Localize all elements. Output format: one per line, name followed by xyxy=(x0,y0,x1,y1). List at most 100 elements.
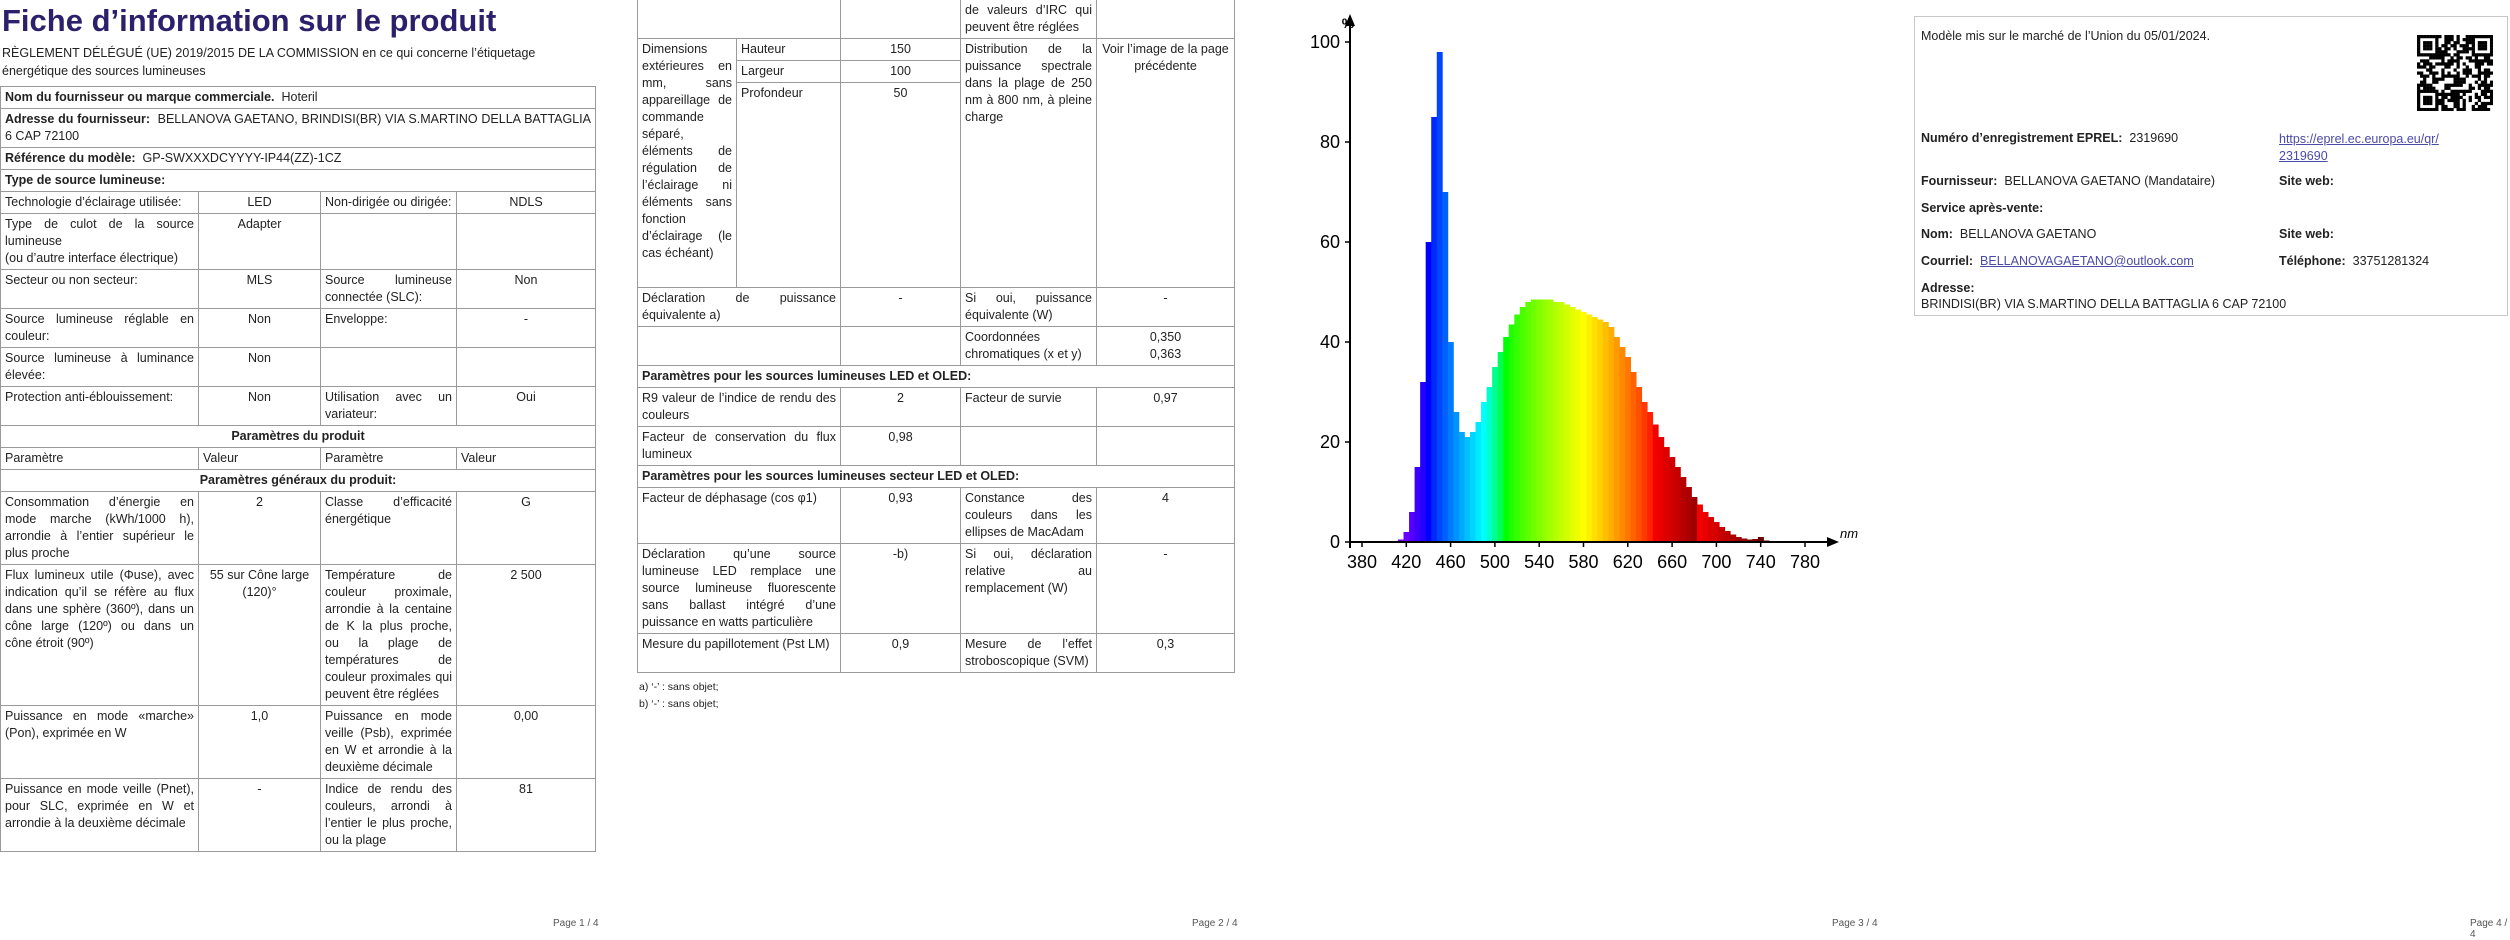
cell: G xyxy=(456,491,596,565)
qr-module xyxy=(2444,47,2448,51)
qr-module xyxy=(2441,62,2445,66)
qr-module xyxy=(2432,65,2436,69)
qr-module xyxy=(2453,53,2457,57)
qr-module xyxy=(2453,41,2457,45)
spectrum-bar xyxy=(1431,117,1438,542)
qr-module xyxy=(2459,44,2463,48)
qr-module xyxy=(2426,83,2430,87)
spectrum-bar xyxy=(1458,432,1465,542)
spectrum-bar xyxy=(1442,192,1449,542)
regulation: RÈGLEMENT DÉLÉGUÉ (UE) 2019/2015 DE LA C… xyxy=(2,46,536,78)
spectrum-chart: 380 420 460 500 540 580 620 660 700 740 780 0 20 40 60… xyxy=(1310,14,1858,572)
qr-module xyxy=(2456,107,2460,111)
qr-module xyxy=(2447,71,2451,75)
qr-module xyxy=(2489,53,2493,57)
qr-module xyxy=(2450,95,2454,100)
spectrum-bar xyxy=(1658,437,1665,542)
phone: Téléphone: 33751281324 xyxy=(2279,254,2429,268)
header-cell: Valeur xyxy=(456,447,596,470)
qr-module xyxy=(2435,62,2439,66)
qr-module xyxy=(2438,101,2442,106)
qr-module xyxy=(2426,95,2430,100)
qr-module xyxy=(2447,62,2451,66)
qr-module xyxy=(2471,38,2475,42)
qr-module xyxy=(2471,47,2475,51)
spectrum-bar xyxy=(1580,312,1587,542)
x-axis-label: nm xyxy=(1840,526,1858,541)
qr-module xyxy=(2420,80,2424,84)
qr-module xyxy=(2435,107,2439,111)
x-tick-label: 380 xyxy=(1347,552,1377,572)
qr-module xyxy=(2468,89,2472,93)
spectrum-bar xyxy=(1553,302,1559,542)
cell: 2 xyxy=(198,491,321,565)
qr-module xyxy=(2459,83,2463,87)
qr-module xyxy=(2468,35,2472,39)
qr-module xyxy=(2429,47,2433,51)
spectrum-bar xyxy=(1403,532,1410,542)
qr-module xyxy=(2480,35,2485,39)
value: 2319690 xyxy=(2129,131,2179,145)
qr-module xyxy=(2444,35,2448,39)
qr-module xyxy=(2483,83,2488,87)
spectrum-bar xyxy=(1564,304,1571,542)
cell: 150 xyxy=(840,38,961,61)
qr-module xyxy=(2438,53,2442,57)
qr-module xyxy=(2429,71,2433,75)
qr-code xyxy=(2417,35,2493,111)
qr-module xyxy=(2450,92,2454,96)
qr-module xyxy=(2417,71,2421,75)
qr-module xyxy=(2459,95,2463,100)
x-tick-label: 540 xyxy=(1524,552,1554,572)
spectrum-bar xyxy=(1397,539,1404,542)
spectrum-bar xyxy=(1569,307,1576,542)
qr-module xyxy=(2426,68,2430,72)
cell: Non xyxy=(198,386,321,426)
qr-module xyxy=(2441,68,2445,72)
spectrum-bar xyxy=(1547,299,1554,542)
qr-module xyxy=(2450,74,2454,78)
qr-module xyxy=(2426,86,2430,90)
eprel-link[interactable]: https://eprel.ec.europa.eu/qr/2319690 xyxy=(2279,132,2439,163)
qr-module xyxy=(2468,59,2472,63)
qr-module xyxy=(2426,47,2430,51)
value: Hoteril xyxy=(281,90,318,104)
qr-module xyxy=(2426,101,2430,106)
qr-module xyxy=(2471,44,2475,48)
qr-module xyxy=(2420,53,2424,57)
qr-module xyxy=(2444,95,2448,100)
qr-module xyxy=(2489,95,2493,100)
row: de valeurs d’IRC qui peuvent être réglée… xyxy=(637,0,1235,39)
qr-module xyxy=(2438,98,2442,103)
qr-module xyxy=(2453,95,2457,100)
spectrum-bar xyxy=(1597,319,1604,542)
qr-module xyxy=(2483,107,2488,111)
qr-module xyxy=(2471,86,2475,90)
email-link[interactable]: BELLANOVAGAETANO@outlook.com xyxy=(1980,254,2194,268)
spectrum-bar xyxy=(1541,299,1548,542)
y-axis-label: % xyxy=(1342,15,1355,31)
row: Paramètres du produit xyxy=(0,425,596,448)
qr-module xyxy=(2474,35,2478,39)
qr-module xyxy=(2465,56,2469,60)
cell: Non xyxy=(198,308,321,348)
cell: Constance des couleurs dans les ellipses… xyxy=(960,487,1097,544)
qr-module xyxy=(2429,98,2433,103)
qr-module xyxy=(2477,83,2482,87)
qr-module xyxy=(2474,53,2478,57)
cell xyxy=(637,326,841,366)
qr-module xyxy=(2423,101,2427,106)
spectrum-bar xyxy=(1636,387,1643,542)
qr-module xyxy=(2417,89,2421,93)
cell: Largeur xyxy=(736,60,841,83)
cell: 4 xyxy=(1096,487,1235,544)
qr-module xyxy=(2420,35,2424,39)
qr-module xyxy=(2483,104,2488,109)
spectrum-bar xyxy=(1586,314,1593,542)
cell: LED xyxy=(198,191,321,214)
row: Type de culot de la source lumineuse (ou … xyxy=(0,213,596,270)
spectrum-bar xyxy=(1702,512,1709,542)
qr-module xyxy=(2417,83,2421,87)
qr-module xyxy=(2483,41,2488,45)
note: a) ‘-’ : sans objet; xyxy=(639,681,719,693)
